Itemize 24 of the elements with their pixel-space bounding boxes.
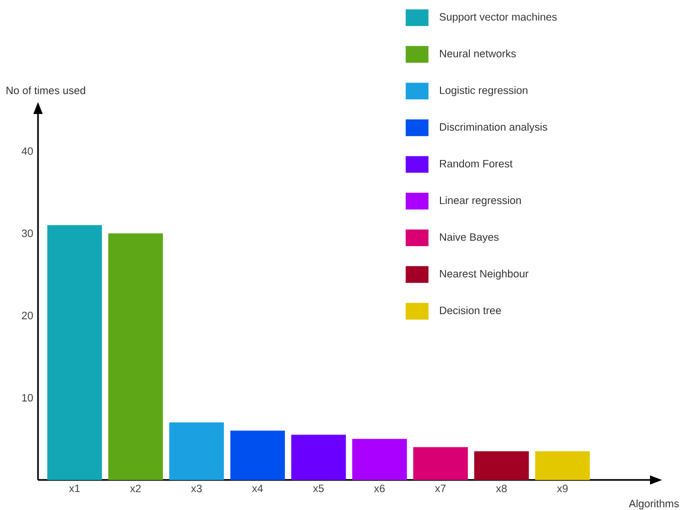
- x-tick-label: x1: [69, 484, 80, 492]
- legend-label: Naive Bayes: [440, 232, 499, 243]
- y-tick-label: 20: [22, 312, 33, 320]
- legend-label: Support vector machines: [440, 12, 557, 23]
- x-tick-label: x2: [130, 484, 141, 492]
- legend-label: Logistic regression: [440, 86, 528, 96]
- x-tick-label: x5: [313, 484, 324, 492]
- legend-label: Neural networks: [440, 50, 516, 58]
- legend-label: Decision tree: [440, 306, 501, 314]
- y-tick-label: 40: [22, 147, 33, 155]
- legend-label: Random Forest: [440, 160, 513, 168]
- y-axis-title: No of times used: [6, 86, 86, 94]
- legend-label: Nearest Neighbour: [440, 270, 528, 280]
- x-axis-title: Algorithms: [628, 499, 679, 510]
- legend-label: Linear regression: [440, 196, 521, 206]
- x-tick-label: x9: [557, 484, 568, 492]
- legend-label: Discrimination analysis: [440, 122, 548, 133]
- y-tick-label: 10: [22, 394, 33, 402]
- y-tick-label: 30: [22, 230, 33, 238]
- x-tick-label: x3: [191, 484, 202, 492]
- x-tick-label: x7: [435, 484, 446, 492]
- x-tick-label: x4: [252, 484, 263, 492]
- x-tick-label: x6: [374, 484, 385, 492]
- x-tick-label: x8: [496, 484, 507, 492]
